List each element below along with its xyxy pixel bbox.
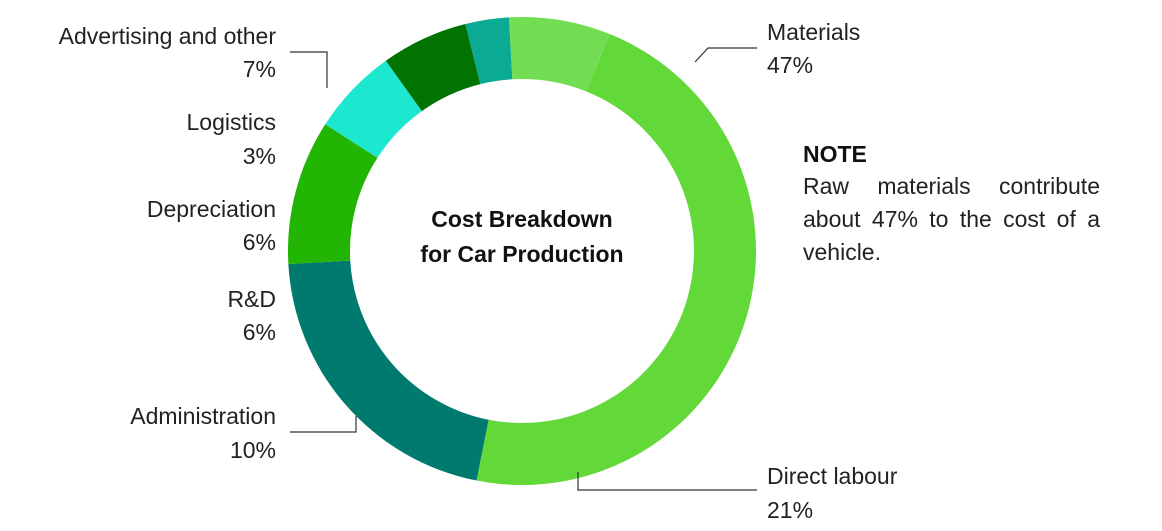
leader-line-direct-labour: [577, 472, 757, 491]
label-materials-name: Materials: [767, 19, 860, 45]
slice-materials: [476, 34, 757, 486]
leader-line-materials: [694, 47, 757, 63]
slice-administration: [288, 124, 378, 265]
label-depreciation-value: 6%: [243, 229, 276, 255]
slice-labels: Materials 47% Direct labour 21% Administrati…: [59, 19, 898, 523]
leader-line-administration: [290, 416, 357, 433]
label-depreciation-name: Depreciation: [147, 196, 276, 222]
slice-advertising-and-other: [508, 17, 610, 92]
slice-r-d: [325, 60, 422, 158]
label-r-d-name: R&D: [227, 286, 276, 312]
note-panel: NOTE Raw materials contribute about 47% …: [803, 138, 1100, 269]
label-direct-labour-name: Direct labour: [767, 463, 898, 489]
note-body: Raw materials contribute about 47% to th…: [803, 173, 1100, 265]
label-r-d-value: 6%: [243, 319, 276, 345]
label-logistics-name: Logistics: [187, 109, 276, 135]
leader-lines: [290, 47, 757, 491]
note-title: NOTE: [803, 141, 867, 167]
label-administration-value: 10%: [230, 437, 276, 463]
label-logistics-value: 3%: [243, 143, 276, 169]
slice-direct-labour: [288, 260, 489, 481]
label-administration-name: Administration: [130, 403, 276, 429]
label-advertising-and-other-name: Advertising and other: [59, 23, 277, 49]
donut-slices: [288, 17, 757, 486]
chart-title-line-1: Cost Breakdown: [431, 206, 612, 232]
slice-depreciation: [385, 23, 481, 112]
chart-title-line-2: for Car Production: [420, 241, 623, 267]
label-advertising-and-other-value: 7%: [243, 56, 276, 82]
label-materials-value: 47%: [767, 52, 813, 78]
label-direct-labour-value: 21%: [767, 497, 813, 523]
slice-logistics: [465, 17, 513, 85]
leader-line-advertising-and-other: [290, 51, 328, 88]
